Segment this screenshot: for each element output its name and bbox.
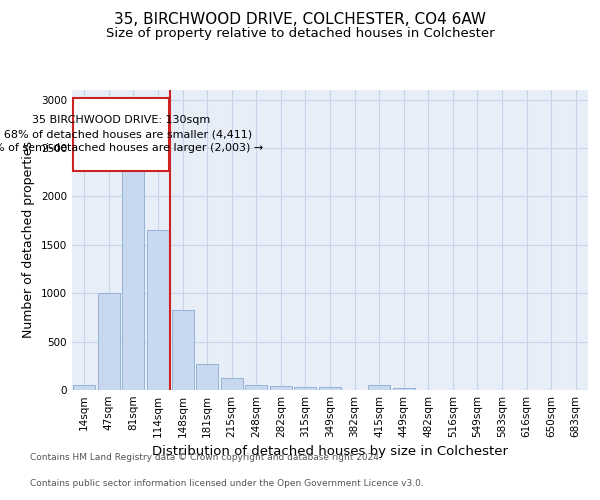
FancyBboxPatch shape [73, 98, 169, 171]
Bar [319, 387, 341, 390]
Bar [221, 378, 243, 390]
Bar [368, 385, 390, 390]
Text: 35, BIRCHWOOD DRIVE, COLCHESTER, CO4 6AW: 35, BIRCHWOOD DRIVE, COLCHESTER, CO4 6AW [114, 12, 486, 28]
Bar [245, 385, 268, 390]
Y-axis label: Number of detached properties: Number of detached properties [22, 142, 35, 338]
Text: 35 BIRCHWOOD DRIVE: 130sqm
← 68% of detached houses are smaller (4,411)
31% of s: 35 BIRCHWOOD DRIVE: 130sqm ← 68% of deta… [0, 116, 263, 153]
Bar [196, 364, 218, 390]
X-axis label: Distribution of detached houses by size in Colchester: Distribution of detached houses by size … [152, 446, 508, 458]
Bar [270, 386, 292, 390]
Bar [392, 388, 415, 390]
Text: Contains HM Land Registry data © Crown copyright and database right 2024.: Contains HM Land Registry data © Crown c… [30, 454, 382, 462]
Bar [147, 230, 169, 390]
Bar [295, 387, 316, 390]
Text: Size of property relative to detached houses in Colchester: Size of property relative to detached ho… [106, 28, 494, 40]
Bar [172, 310, 194, 390]
Bar [73, 385, 95, 390]
Bar [122, 153, 145, 390]
Text: Contains public sector information licensed under the Open Government Licence v3: Contains public sector information licen… [30, 478, 424, 488]
Bar [98, 293, 120, 390]
